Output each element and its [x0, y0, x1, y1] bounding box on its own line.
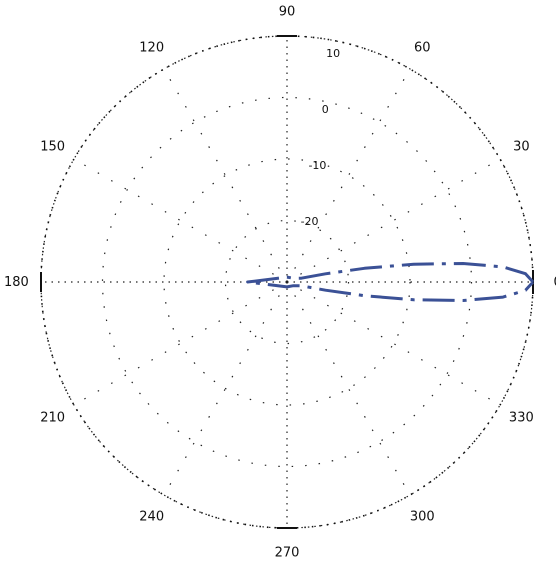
theta-tick-label: 60 [414, 41, 431, 56]
grid-spoke [286, 68, 411, 283]
theta-tick-label: 240 [139, 509, 164, 524]
r-tick-label: 10 [326, 47, 340, 60]
grid-spoke [73, 158, 288, 283]
grid-ring [163, 158, 411, 406]
radial-tick-labels: 10 0 -10 -20 [301, 47, 341, 228]
series-layer [246, 262, 535, 302]
grid-ring [224, 219, 350, 345]
theta-tick-label: 180 [4, 275, 29, 290]
r-tick-label: -20 [301, 215, 319, 228]
theta-tick-label: 330 [509, 410, 534, 425]
series-line [246, 262, 535, 302]
theta-tick-label: 300 [410, 509, 435, 524]
theta-tick-label: 90 [279, 4, 296, 19]
r-tick-label: -10 [308, 159, 326, 172]
theta-tick-label: 120 [139, 41, 164, 56]
theta-tick-label: 0 [553, 275, 556, 290]
grid-spoke [286, 281, 411, 496]
theta-tick-label: 150 [40, 140, 65, 155]
grid-spoke [73, 281, 288, 406]
theta-tick-label: 210 [40, 410, 65, 425]
theta-tick-label: 30 [513, 140, 530, 155]
polar-grid [40, 35, 534, 529]
grid-spoke [286, 281, 501, 406]
grid-ring [101, 96, 473, 468]
theta-tick-label: 270 [275, 546, 300, 561]
r-tick-label: 0 [322, 103, 329, 116]
grid-spoke [163, 68, 288, 283]
theta-tick-labels: 0 30 60 90 120 150 180 210 240 270 300 330 [4, 4, 556, 560]
